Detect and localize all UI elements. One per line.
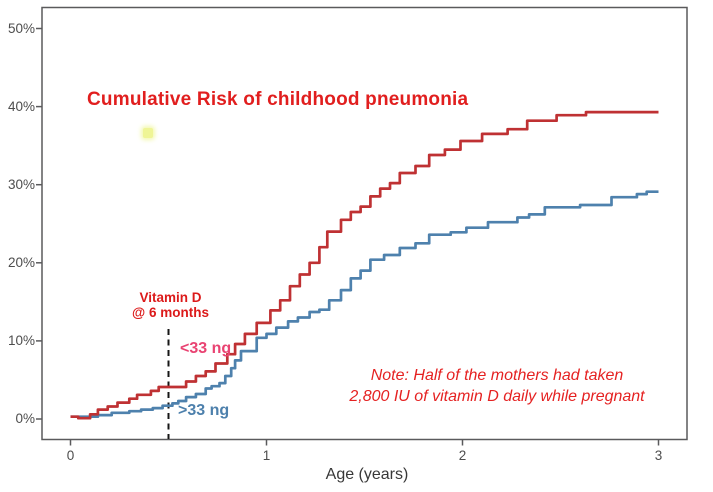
- highlight-dot-artifact: [143, 128, 153, 138]
- vitamin-d-annotation-line2: @ 6 months: [132, 304, 209, 320]
- x-tick-label-3: 3: [654, 448, 663, 463]
- vitamin-d-annotation-line1: Vitamin D: [139, 290, 202, 305]
- low-vitamin-d-curve: [70, 110, 659, 420]
- note-line1: Note: Half of the mothers had taken: [370, 367, 624, 384]
- low-group-label: <33 ng: [180, 340, 232, 357]
- chart-title: Cumulative Risk of childhood pneumonia: [87, 89, 469, 110]
- y-tick-label-50: 50%: [7, 21, 35, 36]
- vitamin-d-annotation: Vitamin D @ 6 months: [122, 290, 219, 320]
- y-tick-label-20: 20%: [7, 255, 35, 270]
- x-tick-label-0: 0: [66, 448, 75, 463]
- high-vitamin-d-curve: [70, 190, 659, 419]
- plot-panel-border: [41, 6, 688, 441]
- y-tick-label-40: 40%: [7, 99, 35, 114]
- x-axis-title: Age (years): [325, 466, 409, 483]
- x-tick-label-1: 1: [262, 448, 271, 463]
- y-tick-label-30: 30%: [7, 177, 35, 192]
- high-group-label: >33 ng: [178, 402, 230, 419]
- y-tick-label-10: 10%: [7, 333, 35, 348]
- x-tick-label-2: 2: [458, 448, 467, 463]
- y-tick-label-0: 0%: [15, 411, 35, 426]
- note-annotation: Note: Half of the mothers had taken 2,80…: [330, 365, 664, 407]
- note-line2: 2,800 IU of vitamin D daily while pregna…: [349, 388, 645, 405]
